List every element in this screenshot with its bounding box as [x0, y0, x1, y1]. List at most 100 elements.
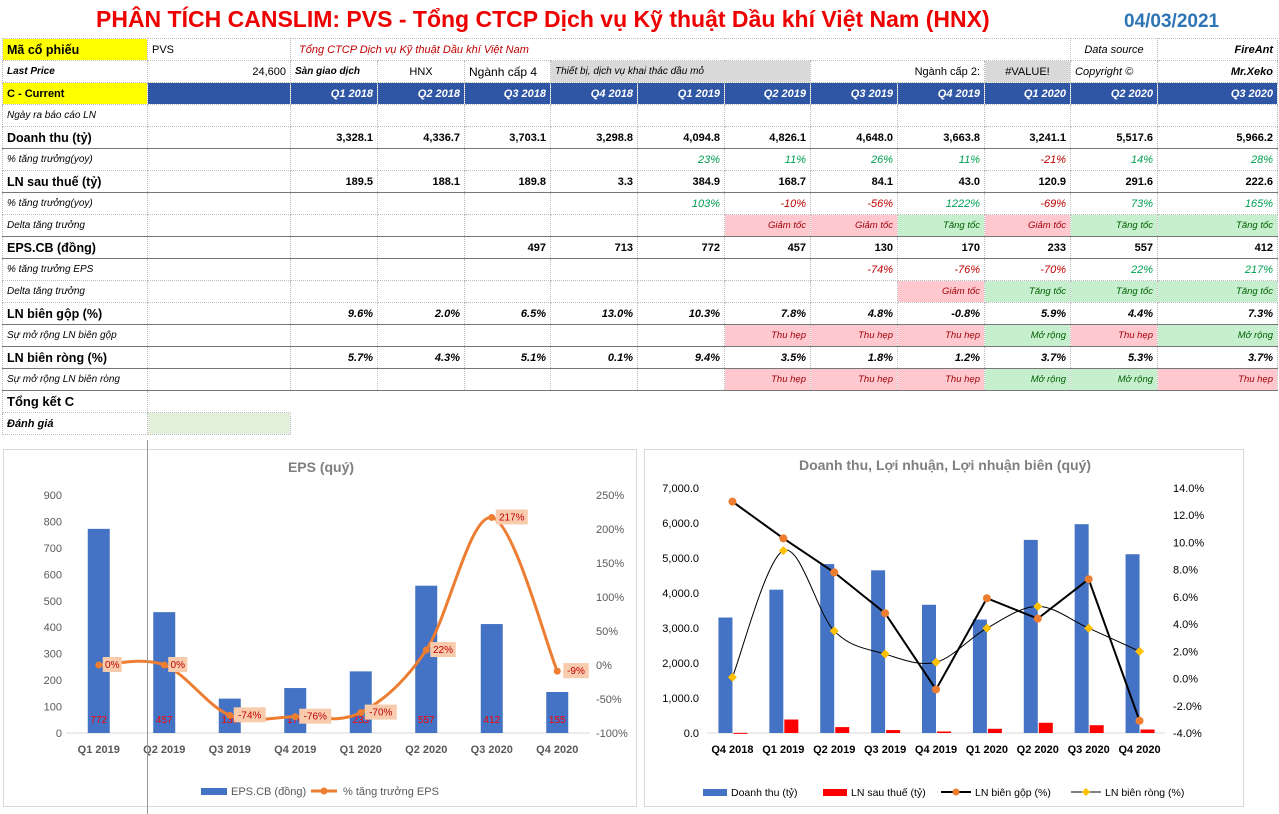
gross-exp-cell[interactable]: Mở rộng [983, 324, 1072, 347]
eps-delta-cell[interactable] [290, 280, 378, 303]
revenue-cell[interactable]: 3,241.1 [983, 126, 1072, 149]
revenue-cell[interactable]: 4,826.1 [724, 126, 811, 149]
report-date-cell[interactable] [810, 104, 898, 127]
net-margin-cell[interactable]: 3.7% [1157, 346, 1279, 369]
report-date-cell[interactable] [1157, 104, 1279, 127]
rev-growth-cell[interactable] [377, 148, 465, 171]
gross-exp-cell[interactable] [464, 324, 551, 347]
gross-margin-cell[interactable]: 4.4% [1070, 302, 1159, 325]
eps-chart[interactable]: EPS (quý) 0 100 200 300 400 500 600 700 800 900 -1… [3, 449, 637, 807]
eps-cell[interactable]: 497 [464, 236, 551, 259]
net-exp-cell[interactable]: Mở rộng [983, 368, 1072, 391]
revenue-cell[interactable]: 3,298.8 [550, 126, 638, 149]
net-margin-cell[interactable]: 1.8% [810, 346, 898, 369]
profit-growth-cell[interactable]: 103% [637, 192, 725, 215]
gross-exp-cell[interactable]: Thu hẹp [897, 324, 985, 347]
report-date-cell[interactable] [1070, 104, 1159, 127]
rev-growth-cell[interactable] [550, 148, 638, 171]
profit-growth-cell[interactable]: 73% [1070, 192, 1159, 215]
eps-delta-cell[interactable]: Tăng tốc [1070, 280, 1159, 303]
eps-growth-cell[interactable] [550, 258, 638, 281]
gross-exp-cell[interactable]: Thu hẹp [1070, 324, 1159, 347]
profit-delta-cell[interactable] [550, 214, 638, 237]
net-exp-cell[interactable]: Thu hẹp [897, 368, 985, 391]
profit-delta-cell[interactable]: Giảm tốc [810, 214, 898, 237]
rev-growth-cell[interactable]: 14% [1070, 148, 1159, 171]
eps-delta-cell[interactable] [377, 280, 465, 303]
rev-growth-cell[interactable]: -21% [983, 148, 1072, 171]
profit-delta-cell[interactable]: Giảm tốc [724, 214, 811, 237]
net-margin-cell[interactable]: 9.4% [637, 346, 725, 369]
eps-delta-cell[interactable] [464, 280, 551, 303]
profit-delta-cell[interactable] [290, 214, 378, 237]
eps-growth-cell[interactable] [464, 258, 551, 281]
gross-margin-cell[interactable]: 9.6% [290, 302, 378, 325]
gross-margin-cell[interactable]: 6.5% [464, 302, 551, 325]
profit-cell[interactable]: 84.1 [810, 170, 898, 193]
eps-cell[interactable] [377, 236, 465, 259]
profit-cell[interactable]: 168.7 [724, 170, 811, 193]
net-margin-cell[interactable]: 5.1% [464, 346, 551, 369]
eps-growth-cell[interactable] [724, 258, 811, 281]
gross-exp-cell[interactable]: Thu hẹp [724, 324, 811, 347]
profit-growth-cell[interactable] [464, 192, 551, 215]
revenue-cell[interactable]: 5,517.6 [1070, 126, 1159, 149]
rev-growth-cell[interactable]: 26% [810, 148, 898, 171]
eps-cell[interactable]: 557 [1070, 236, 1159, 259]
rev-growth-cell[interactable]: 11% [724, 148, 811, 171]
eps-cell[interactable]: 412 [1157, 236, 1279, 259]
revenue-cell[interactable]: 4,648.0 [810, 126, 898, 149]
net-margin-cell[interactable]: 0.1% [550, 346, 638, 369]
net-margin-cell[interactable]: 3.5% [724, 346, 811, 369]
gross-margin-cell[interactable]: 10.3% [637, 302, 725, 325]
gross-margin-cell[interactable]: 5.9% [983, 302, 1072, 325]
eps-delta-cell[interactable]: Giảm tốc [897, 280, 985, 303]
eps-growth-cell[interactable]: 217% [1157, 258, 1279, 281]
net-exp-cell[interactable] [290, 368, 378, 391]
net-margin-cell[interactable]: 5.7% [290, 346, 378, 369]
eps-delta-cell[interactable] [724, 280, 811, 303]
gross-margin-cell[interactable]: -0.8% [897, 302, 985, 325]
profit-growth-cell[interactable]: -10% [724, 192, 811, 215]
eps-growth-cell[interactable]: -70% [983, 258, 1072, 281]
profit-delta-cell[interactable] [377, 214, 465, 237]
net-margin-cell[interactable]: 4.3% [377, 346, 465, 369]
eps-growth-cell[interactable] [377, 258, 465, 281]
report-date-cell[interactable] [464, 104, 551, 127]
profit-growth-cell[interactable] [377, 192, 465, 215]
eps-growth-cell[interactable] [637, 258, 725, 281]
report-date-cell[interactable] [724, 104, 811, 127]
profit-growth-cell[interactable]: -56% [810, 192, 898, 215]
net-exp-cell[interactable] [377, 368, 465, 391]
profit-delta-cell[interactable]: Tăng tốc [897, 214, 985, 237]
net-exp-cell[interactable]: Thu hẹp [724, 368, 811, 391]
net-exp-cell[interactable] [550, 368, 638, 391]
eps-cell[interactable]: 772 [637, 236, 725, 259]
eps-cell[interactable]: 713 [550, 236, 638, 259]
revenue-cell[interactable]: 3,703.1 [464, 126, 551, 149]
net-margin-cell[interactable]: 5.3% [1070, 346, 1159, 369]
eps-delta-cell[interactable] [810, 280, 898, 303]
profit-delta-cell[interactable] [464, 214, 551, 237]
profit-cell[interactable]: 189.5 [290, 170, 378, 193]
eps-growth-cell[interactable] [290, 258, 378, 281]
profit-cell[interactable]: 384.9 [637, 170, 725, 193]
revenue-cell[interactable]: 5,966.2 [1157, 126, 1279, 149]
profit-cell[interactable]: 291.6 [1070, 170, 1159, 193]
profit-cell[interactable]: 189.8 [464, 170, 551, 193]
gross-margin-cell[interactable]: 13.0% [550, 302, 638, 325]
gross-exp-cell[interactable] [550, 324, 638, 347]
eps-delta-cell[interactable]: Tăng tốc [983, 280, 1072, 303]
profit-delta-cell[interactable]: Giảm tốc [983, 214, 1072, 237]
gross-margin-cell[interactable]: 4.8% [810, 302, 898, 325]
report-date-cell[interactable] [550, 104, 638, 127]
revenue-cell[interactable]: 4,094.8 [637, 126, 725, 149]
report-date-cell[interactable] [377, 104, 465, 127]
profit-cell[interactable]: 3.3 [550, 170, 638, 193]
profit-cell[interactable]: 222.6 [1157, 170, 1279, 193]
gross-exp-cell[interactable] [637, 324, 725, 347]
eps-growth-cell[interactable]: -74% [810, 258, 898, 281]
net-exp-cell[interactable] [637, 368, 725, 391]
profit-growth-cell[interactable]: -69% [983, 192, 1072, 215]
report-date-cell[interactable] [897, 104, 985, 127]
